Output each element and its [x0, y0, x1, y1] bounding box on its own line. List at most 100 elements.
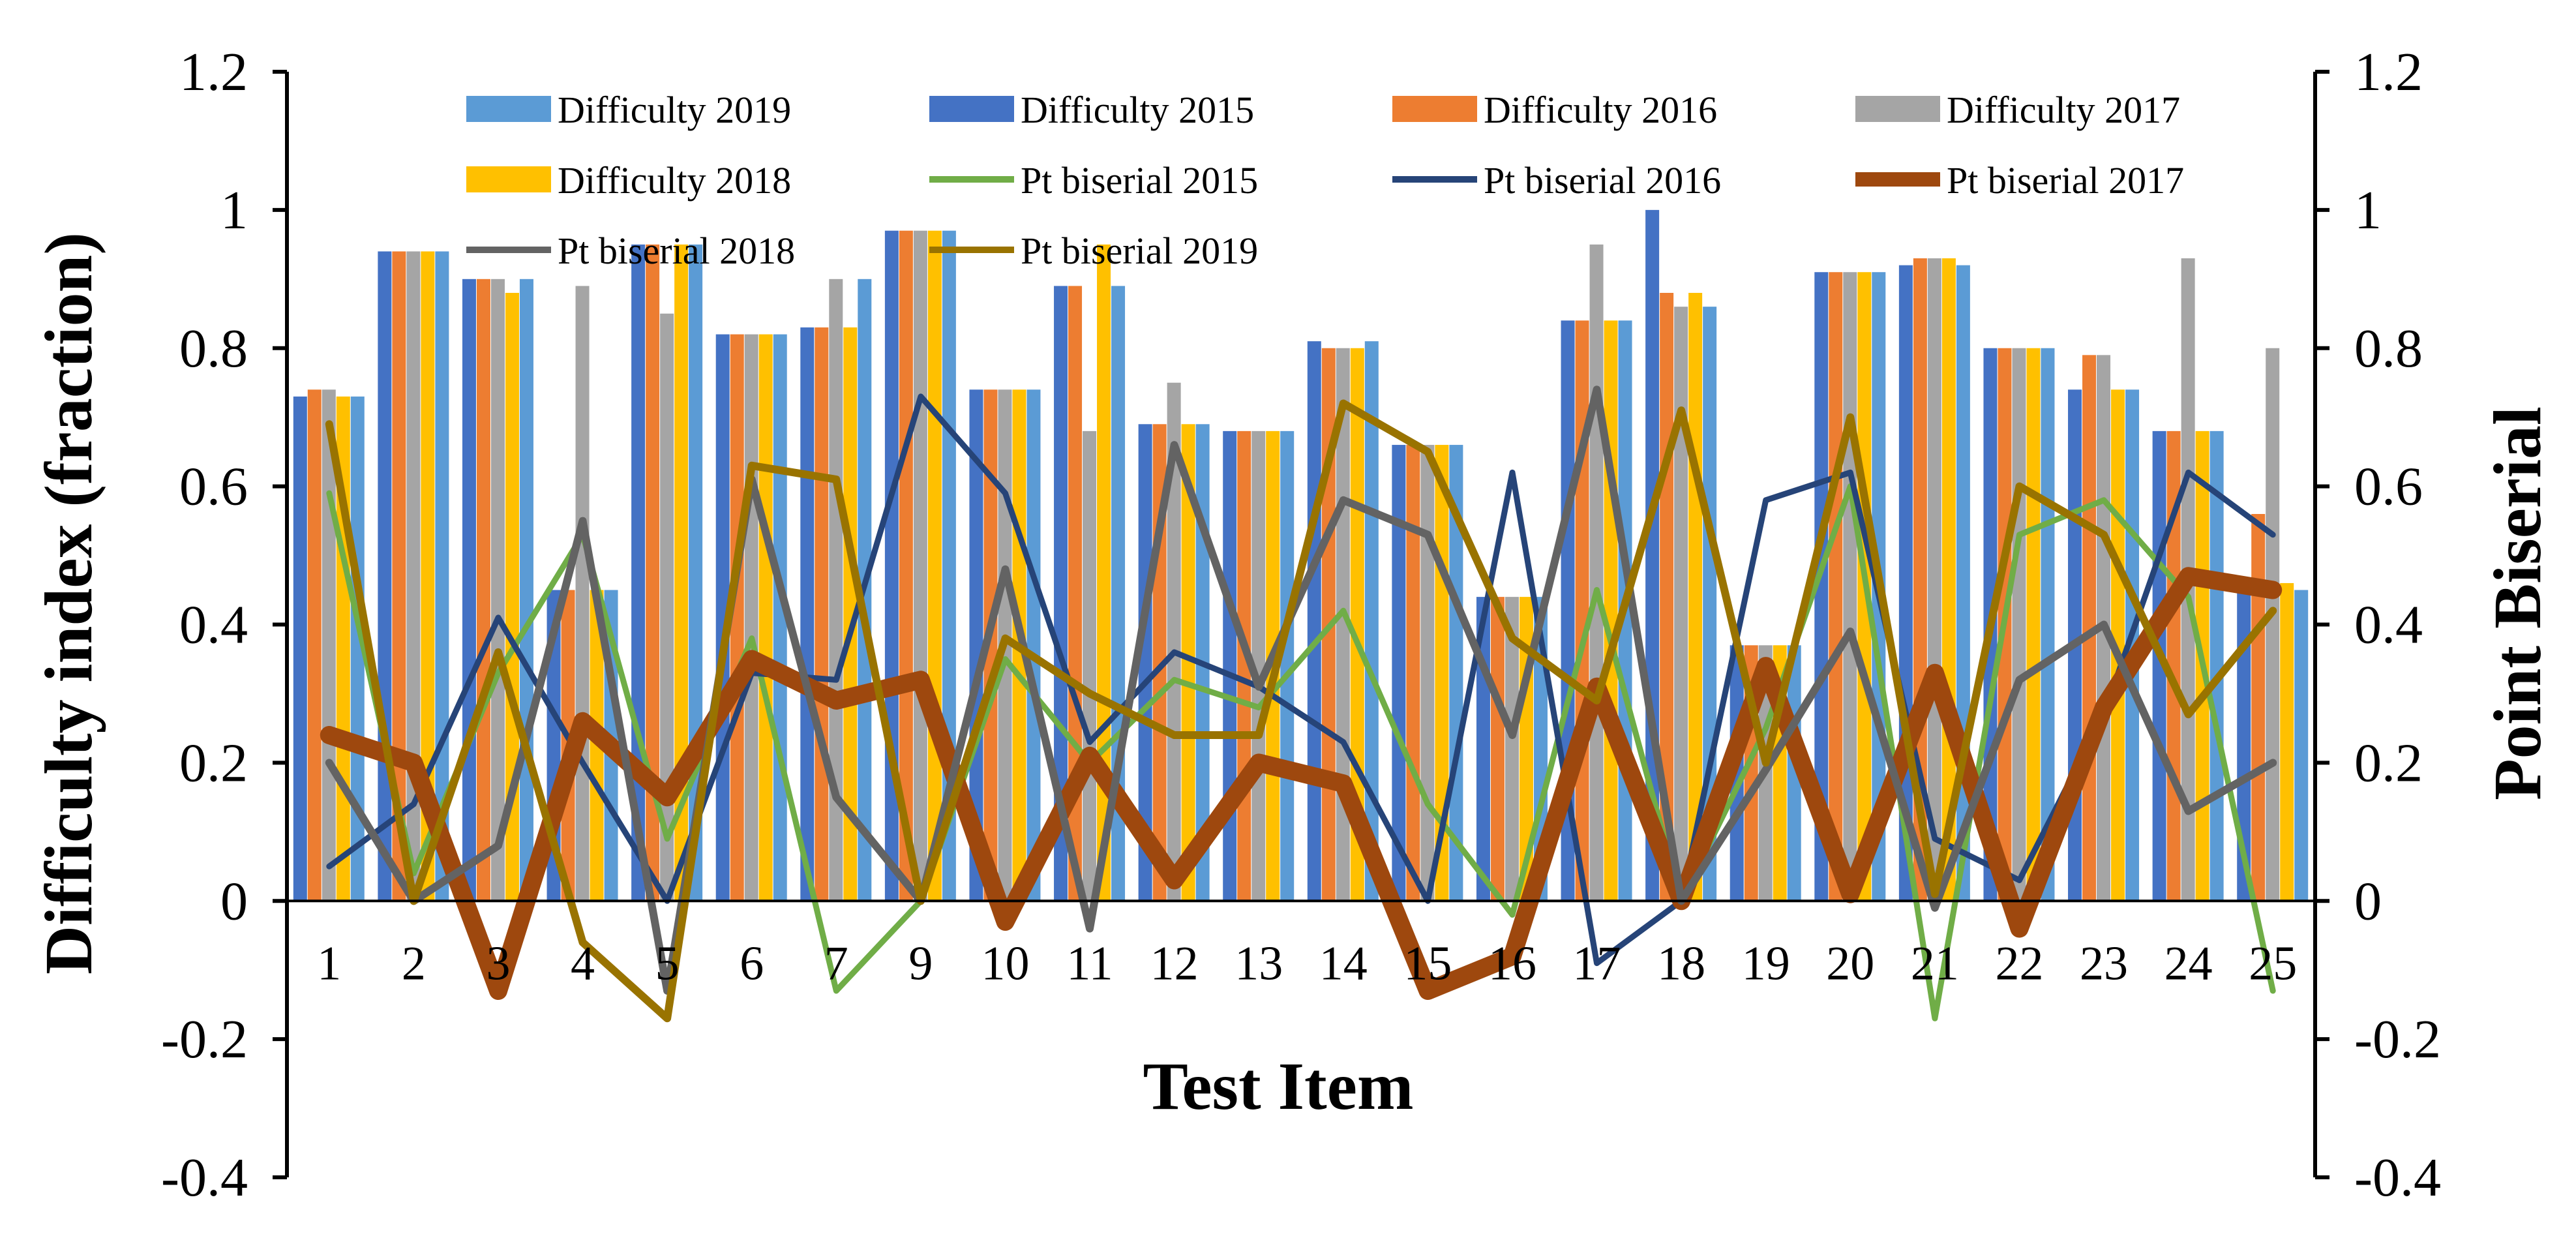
bar-difficulty-2017-item-14: [1336, 348, 1350, 901]
bar-difficulty-2017-item-22: [2012, 348, 2026, 901]
bar-difficulty-2019-item-14: [1364, 341, 1379, 901]
legend-label-difficulty-2017: Difficulty 2017: [1947, 89, 2180, 131]
legend-label-difficulty-2015: Difficulty 2015: [1021, 89, 1254, 131]
bar-difficulty-2017-item-3: [490, 279, 505, 901]
bar-difficulty-2016-item-9: [899, 230, 913, 901]
category-label: 1: [317, 937, 341, 990]
bar-difficulty-2016-item-16: [1490, 597, 1505, 901]
bar-difficulty-2017-item-20: [1843, 272, 1857, 901]
axes-layer: 1.2 1 0.8 0.6 0.4 0.2 0 -0.2 -0.4 1.2 1 0.8 0.6 0.4 0.…: [161, 42, 2441, 1208]
category-label: 18: [1657, 937, 1705, 990]
bar-difficulty-2019-item-21: [1956, 265, 1970, 901]
legend-label-difficulty-2019: Difficulty 2019: [558, 89, 791, 131]
y-tick-label: 1: [220, 180, 248, 241]
bar-difficulty-2018-item-3: [505, 293, 519, 901]
bar-difficulty-2016-item-7: [815, 327, 829, 901]
legend-label-pt-biserial-2017: Pt biserial 2017: [1947, 159, 2184, 202]
bar-difficulty-2018-item-6: [758, 334, 773, 901]
legend-label-pt-biserial-2016: Pt biserial 2016: [1484, 159, 1721, 202]
bar-difficulty-2016-item-15: [1406, 445, 1420, 901]
line-pt-biserial-2019: [325, 399, 2277, 1023]
category-labels: 1 2 3 4 5 6 7 9 10 11 12 13 14 15 16 17 18 19 20 21 22 23 24 25: [317, 937, 2297, 990]
category-label: 15: [1403, 937, 1452, 990]
y2-tick-label: 0: [2354, 871, 2382, 931]
bar-difficulty-2017-item-2: [406, 251, 421, 901]
bar-difficulty-2017-item-12: [1167, 382, 1181, 901]
bar-difficulty-2018-item-11: [1097, 244, 1111, 901]
bar-difficulty-2017-item-16: [1505, 597, 1519, 901]
legend-label-pt-biserial-2018: Pt biserial 2018: [558, 230, 795, 272]
bar-difficulty-2019-item-25: [2294, 590, 2309, 901]
bar-difficulty-2019-item-22: [2041, 348, 2055, 901]
category-label: 17: [1573, 937, 1621, 990]
bar-difficulty-2016-item-10: [983, 389, 998, 901]
y-tick-label: -0.4: [161, 1147, 248, 1208]
bar-difficulty-2017-item-5: [660, 313, 674, 901]
bar-difficulty-2015-item-20: [1814, 272, 1829, 901]
bar-difficulty-2018-item-7: [843, 327, 858, 901]
bar-difficulty-2017-item-11: [1083, 430, 1097, 901]
bar-difficulty-2016-item-17: [1575, 320, 1589, 901]
bar-difficulty-2015-item-15: [1392, 445, 1406, 901]
category-label: 22: [1995, 937, 2043, 990]
bar-difficulty-2018-item-22: [2026, 348, 2041, 901]
category-label: 19: [1742, 937, 1790, 990]
line-pt-biserial-2017: [320, 567, 2283, 1000]
category-label: 7: [824, 937, 848, 990]
legend-swatch-difficulty-2015: [929, 96, 1014, 122]
bar-difficulty-2019-item-3: [519, 279, 533, 901]
y-tick-label: 0.4: [179, 595, 248, 656]
category-label: 3: [486, 937, 510, 990]
y2-tick-label: 0.4: [2354, 595, 2423, 656]
y-tick-label: 0.8: [179, 318, 248, 379]
bar-difficulty-2015-item-25: [2237, 590, 2251, 901]
bar-difficulty-2015-item-14: [1307, 341, 1321, 901]
legend: Difficulty 2019 Difficulty 2015 Difficulty…: [466, 89, 2184, 272]
line-pt-biserial-2016: [326, 393, 2276, 967]
bar-difficulty-2015-item-13: [1223, 430, 1237, 901]
y2-tick-label: 0.2: [2354, 732, 2423, 793]
y-tick-label: 0.6: [179, 457, 248, 517]
y2-axis-title: Point Biserial: [2480, 406, 2555, 800]
y-tick-label: 0.2: [179, 732, 248, 793]
bar-difficulty-2015-item-12: [1138, 424, 1152, 901]
bar-difficulty-2015-item-9: [884, 230, 899, 901]
category-label: 11: [1066, 937, 1113, 990]
y-axis-title: Difficulty index (fraction): [31, 232, 106, 974]
category-label: 24: [2164, 937, 2213, 990]
legend-label-pt-biserial-2015: Pt biserial 2015: [1021, 159, 1258, 202]
y2-tick-label: -0.4: [2354, 1147, 2441, 1208]
bar-difficulty-2015-item-11: [1054, 286, 1068, 901]
category-label: 21: [1911, 937, 1959, 990]
category-label: 6: [740, 937, 764, 990]
bar-difficulty-2018-item-9: [927, 230, 942, 901]
y2-tick-label: -0.2: [2354, 1009, 2441, 1070]
category-label: 16: [1488, 937, 1536, 990]
y2-tick-label: 0.6: [2354, 457, 2423, 517]
bar-difficulty-2016-item-2: [392, 251, 406, 901]
line-layer: [320, 385, 2283, 1023]
legend-swatch-difficulty-2017: [1855, 96, 1940, 122]
bar-difficulty-2017-item-17: [1589, 244, 1604, 901]
category-label: 5: [655, 937, 680, 990]
category-label: 25: [2249, 937, 2297, 990]
category-label: 12: [1150, 937, 1199, 990]
legend-label-difficulty-2016: Difficulty 2016: [1484, 89, 1717, 131]
bar-difficulty-2019-item-13: [1280, 430, 1295, 901]
bar-difficulty-2019-item-10: [1026, 389, 1041, 901]
bar-difficulty-2016-item-1: [307, 389, 322, 901]
category-label: 9: [908, 937, 933, 990]
bar-difficulty-2017-item-15: [1420, 445, 1435, 901]
bar-difficulty-2015-item-1: [293, 396, 307, 901]
bar-difficulty-2016-item-20: [1829, 272, 1843, 901]
bar-difficulty-2016-item-5: [646, 244, 660, 901]
bar-difficulty-2015-item-10: [969, 389, 983, 901]
legend-swatch-difficulty-2016: [1392, 96, 1477, 122]
bar-difficulty-2017-item-4: [575, 286, 590, 901]
legend-swatch-difficulty-2019: [466, 96, 551, 122]
category-label: 20: [1826, 937, 1874, 990]
y2-tick-label: 1.2: [2354, 42, 2423, 102]
bar-difficulty-2019-item-1: [350, 396, 365, 901]
bar-difficulty-2017-item-7: [829, 279, 843, 901]
